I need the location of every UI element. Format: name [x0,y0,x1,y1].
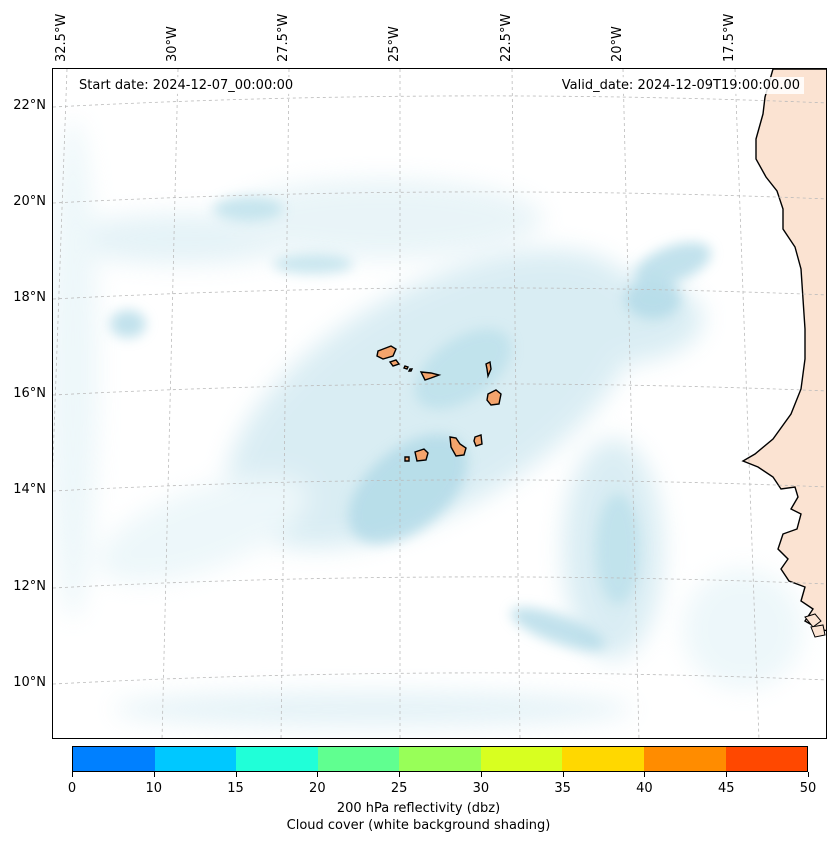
valid-date-label: Valid_date: 2024-12-09T19:00:00.00 [557,77,804,94]
lat-tick-label: 22°N [13,98,46,113]
colorbar-tick [399,772,401,777]
meridian-line [622,69,640,738]
lon-tick-label: 32.5°W [54,13,69,62]
lon-tick-label: 27.5°W [276,13,291,62]
colorbar-segment [317,747,400,771]
colorbar-segment [73,747,155,771]
parallel-line [53,479,826,492]
colorbar-tick-label: 25 [390,781,408,796]
colorbar-tick-label: 40 [636,781,653,796]
cape-verde-islands [376,345,502,462]
meridian-line [161,69,179,738]
meridian-line [280,69,290,738]
parallel-line [53,383,826,396]
colorbar-tick [562,772,564,777]
map-canvas [53,69,826,738]
colorbar-segment [562,747,644,771]
lon-tick-label: 30°W [165,26,180,62]
colorbar-tick-label: 0 [67,781,77,796]
reflectivity-colorbar [72,746,808,772]
parallel-line [53,191,826,204]
colorbar-tick-label: 50 [799,781,817,796]
colorbar-tick [644,772,646,777]
lon-tick-label: 20°W [610,26,625,62]
colorbar-label: 200 hPa reflectivity (dbz) [336,801,501,816]
start-date-label: Start date: 2024-12-07_00:00:00 [75,77,298,94]
meridian-line [734,69,760,738]
africa-coast [741,69,826,638]
lon-tick-label: 22.5°W [499,13,514,62]
parallel-line [53,95,826,108]
colorbar-segment [480,747,563,771]
colorbar-tick [153,772,155,777]
colorbar-segment [725,747,808,771]
colorbar-tick-label: 15 [227,781,244,796]
lat-tick-label: 16°N [13,386,46,401]
parallel-line [53,672,826,685]
colorbar-tick [726,772,728,777]
colorbar-tick-label: 35 [554,781,571,796]
map-panel: Start date: 2024-12-07_00:00:00 Valid_da… [52,68,827,739]
colorbar-tick-label: 30 [472,781,490,796]
lat-tick-label: 18°N [13,290,46,305]
colorbar-tick-label: 10 [145,781,163,796]
colorbar-sublabel: Cloud cover (white background shading) [286,818,551,833]
colorbar-segment [236,747,318,771]
meridian-line [511,69,521,738]
parallel-line [53,287,826,300]
parallel-line [53,576,826,589]
colorbar-tick-label: 20 [309,781,326,796]
colorbar-tick-label: 45 [717,781,735,796]
colorbar-tick [235,772,237,777]
lon-tick-label: 25°W [387,26,402,62]
colorbar-segment [399,747,481,771]
colorbar-tick [808,772,809,777]
colorbar-segment [154,747,237,771]
colorbar-tick [317,772,319,777]
lat-tick-label: 12°N [13,579,46,594]
lat-tick-label: 14°N [13,482,46,497]
colorbar-tick [72,772,73,777]
colorbar-tick [480,772,482,777]
lon-tick-label: 17.5°W [722,13,737,62]
lat-tick-label: 20°N [13,194,46,209]
cloud-cover-layer [53,119,803,727]
lat-tick-label: 10°N [13,675,46,690]
graticule [53,69,826,738]
colorbar-segment [643,747,726,771]
